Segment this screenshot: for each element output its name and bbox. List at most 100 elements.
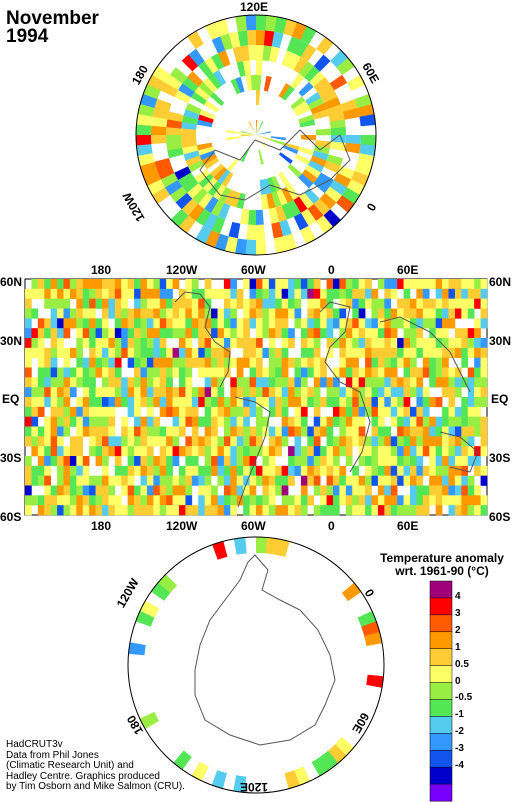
- eq-grid-cell: [339, 485, 347, 496]
- eq-grid-cell: [44, 446, 51, 457]
- north-grid-cell: [147, 74, 166, 91]
- eq-grid-cell: [127, 465, 135, 476]
- north-grid-cell: [182, 177, 199, 193]
- eq-grid-cell: [307, 456, 315, 467]
- eq-grid-cell: [448, 426, 456, 437]
- eq-grid-cell: [134, 318, 141, 329]
- eq-grid-cell: [204, 426, 212, 437]
- eq-grid-cell: [134, 387, 141, 398]
- eq-grid-cell: [121, 416, 128, 427]
- eq-grid-cell: [217, 328, 225, 339]
- north-grid-cell: [164, 179, 183, 196]
- north-grid-cell: [256, 90, 261, 106]
- north-grid-cell: [278, 83, 291, 99]
- eq-grid-cell: [281, 279, 289, 290]
- eq-grid-cell: [63, 279, 71, 290]
- eq-grid-cell: [140, 298, 148, 309]
- eq-grid-cell: [63, 456, 71, 467]
- eq-grid-cell: [95, 328, 103, 339]
- eq-grid-cell: [377, 279, 385, 290]
- eq-grid-cell: [422, 279, 430, 290]
- eq-grid-cell: [454, 308, 462, 319]
- eq-grid-cell: [69, 436, 77, 447]
- eq-grid-cell: [333, 495, 340, 506]
- eq-grid-cell: [25, 505, 32, 516]
- eq-grid-cell: [268, 367, 276, 378]
- eq-grid-cell: [249, 338, 257, 349]
- eq-grid-cell: [89, 505, 96, 516]
- eq-grid-cell: [275, 505, 282, 516]
- eq-grid-cell: [236, 357, 244, 368]
- eq-grid-cell: [442, 495, 449, 506]
- eq-grid-cell: [127, 406, 135, 417]
- eq-grid-cell: [121, 338, 128, 349]
- eq-grid-cell: [474, 347, 481, 358]
- north-grid-cell: [166, 119, 183, 129]
- eq-grid-cell: [146, 505, 154, 516]
- eq-grid-cell: [281, 318, 289, 329]
- eq-grid-cell: [121, 397, 128, 408]
- eq-grid-cell: [268, 406, 276, 417]
- eq-grid-cell: [95, 298, 103, 309]
- eq-grid-cell: [57, 387, 64, 398]
- eq-grid-cell: [191, 505, 199, 516]
- north-grid-cell: [287, 199, 301, 217]
- eq-grid-cell: [166, 377, 173, 388]
- eq-grid-cell: [390, 465, 398, 476]
- north-grid-cell: [209, 163, 225, 178]
- eq-grid-cell: [89, 446, 96, 457]
- eq-grid-cell: [82, 406, 90, 417]
- eq-grid-cell: [95, 318, 103, 329]
- legend-tick-label: -1: [455, 709, 464, 721]
- eq-grid-cell: [288, 465, 295, 476]
- eq-grid-cell: [461, 406, 469, 417]
- eq-grid-cell: [211, 446, 218, 457]
- eq-grid-cell: [448, 485, 456, 496]
- north-grid-cell: [263, 30, 275, 47]
- north-grid-cell: [256, 75, 262, 91]
- eq-grid-cell: [243, 328, 250, 339]
- eq-grid-cell: [448, 377, 456, 388]
- eq-grid-cell: [153, 426, 161, 437]
- eq-grid-cell: [108, 347, 116, 358]
- eq-grid-cell: [300, 475, 308, 486]
- eq-grid-cell: [223, 416, 231, 427]
- eq-grid-cell: [243, 446, 250, 457]
- eq-grid-cell: [198, 308, 205, 319]
- eq-grid-cell: [358, 406, 366, 417]
- eq-grid-cell: [230, 318, 238, 329]
- eq-grid-cell: [390, 338, 398, 349]
- eq-grid-cell: [89, 338, 96, 349]
- eq-grid-cell: [249, 279, 257, 290]
- eq-grid-cell: [198, 367, 205, 378]
- eq-grid-cell: [345, 347, 353, 358]
- eq-grid-cell: [429, 279, 436, 290]
- eq-grid-cell: [108, 485, 116, 496]
- eq-grid-cell: [249, 387, 257, 398]
- eq-grid-cell: [249, 288, 257, 299]
- title-year: 1994: [6, 26, 49, 47]
- eq-grid-cell: [320, 328, 327, 339]
- eq-grid-cell: [140, 328, 148, 339]
- eq-grid-cell: [243, 436, 250, 447]
- north-grid-cell: [137, 152, 155, 167]
- eq-grid-cell: [172, 475, 180, 486]
- eq-grid-cell: [480, 377, 488, 388]
- eq-grid-cell: [159, 456, 167, 467]
- eq-grid-cell: [275, 308, 282, 319]
- eq-grid-cell: [333, 446, 340, 457]
- eq-grid-cell: [384, 436, 392, 447]
- eq-grid-cell: [223, 338, 231, 349]
- eq-grid-cell: [249, 347, 257, 358]
- eq-grid-cell: [82, 397, 90, 408]
- north-grid-cell: [315, 215, 334, 234]
- eq-grid-cell: [294, 367, 302, 378]
- eq-grid-cell: [422, 318, 430, 329]
- eq-grid-cell: [185, 505, 193, 516]
- eq-grid-cell: [44, 377, 51, 388]
- north-grid-cell: [178, 215, 196, 234]
- north-grid-cell: [181, 198, 199, 216]
- eq-grid-cell: [403, 279, 411, 290]
- eq-grid-cell: [339, 347, 347, 358]
- south-grid-cell: [191, 761, 209, 782]
